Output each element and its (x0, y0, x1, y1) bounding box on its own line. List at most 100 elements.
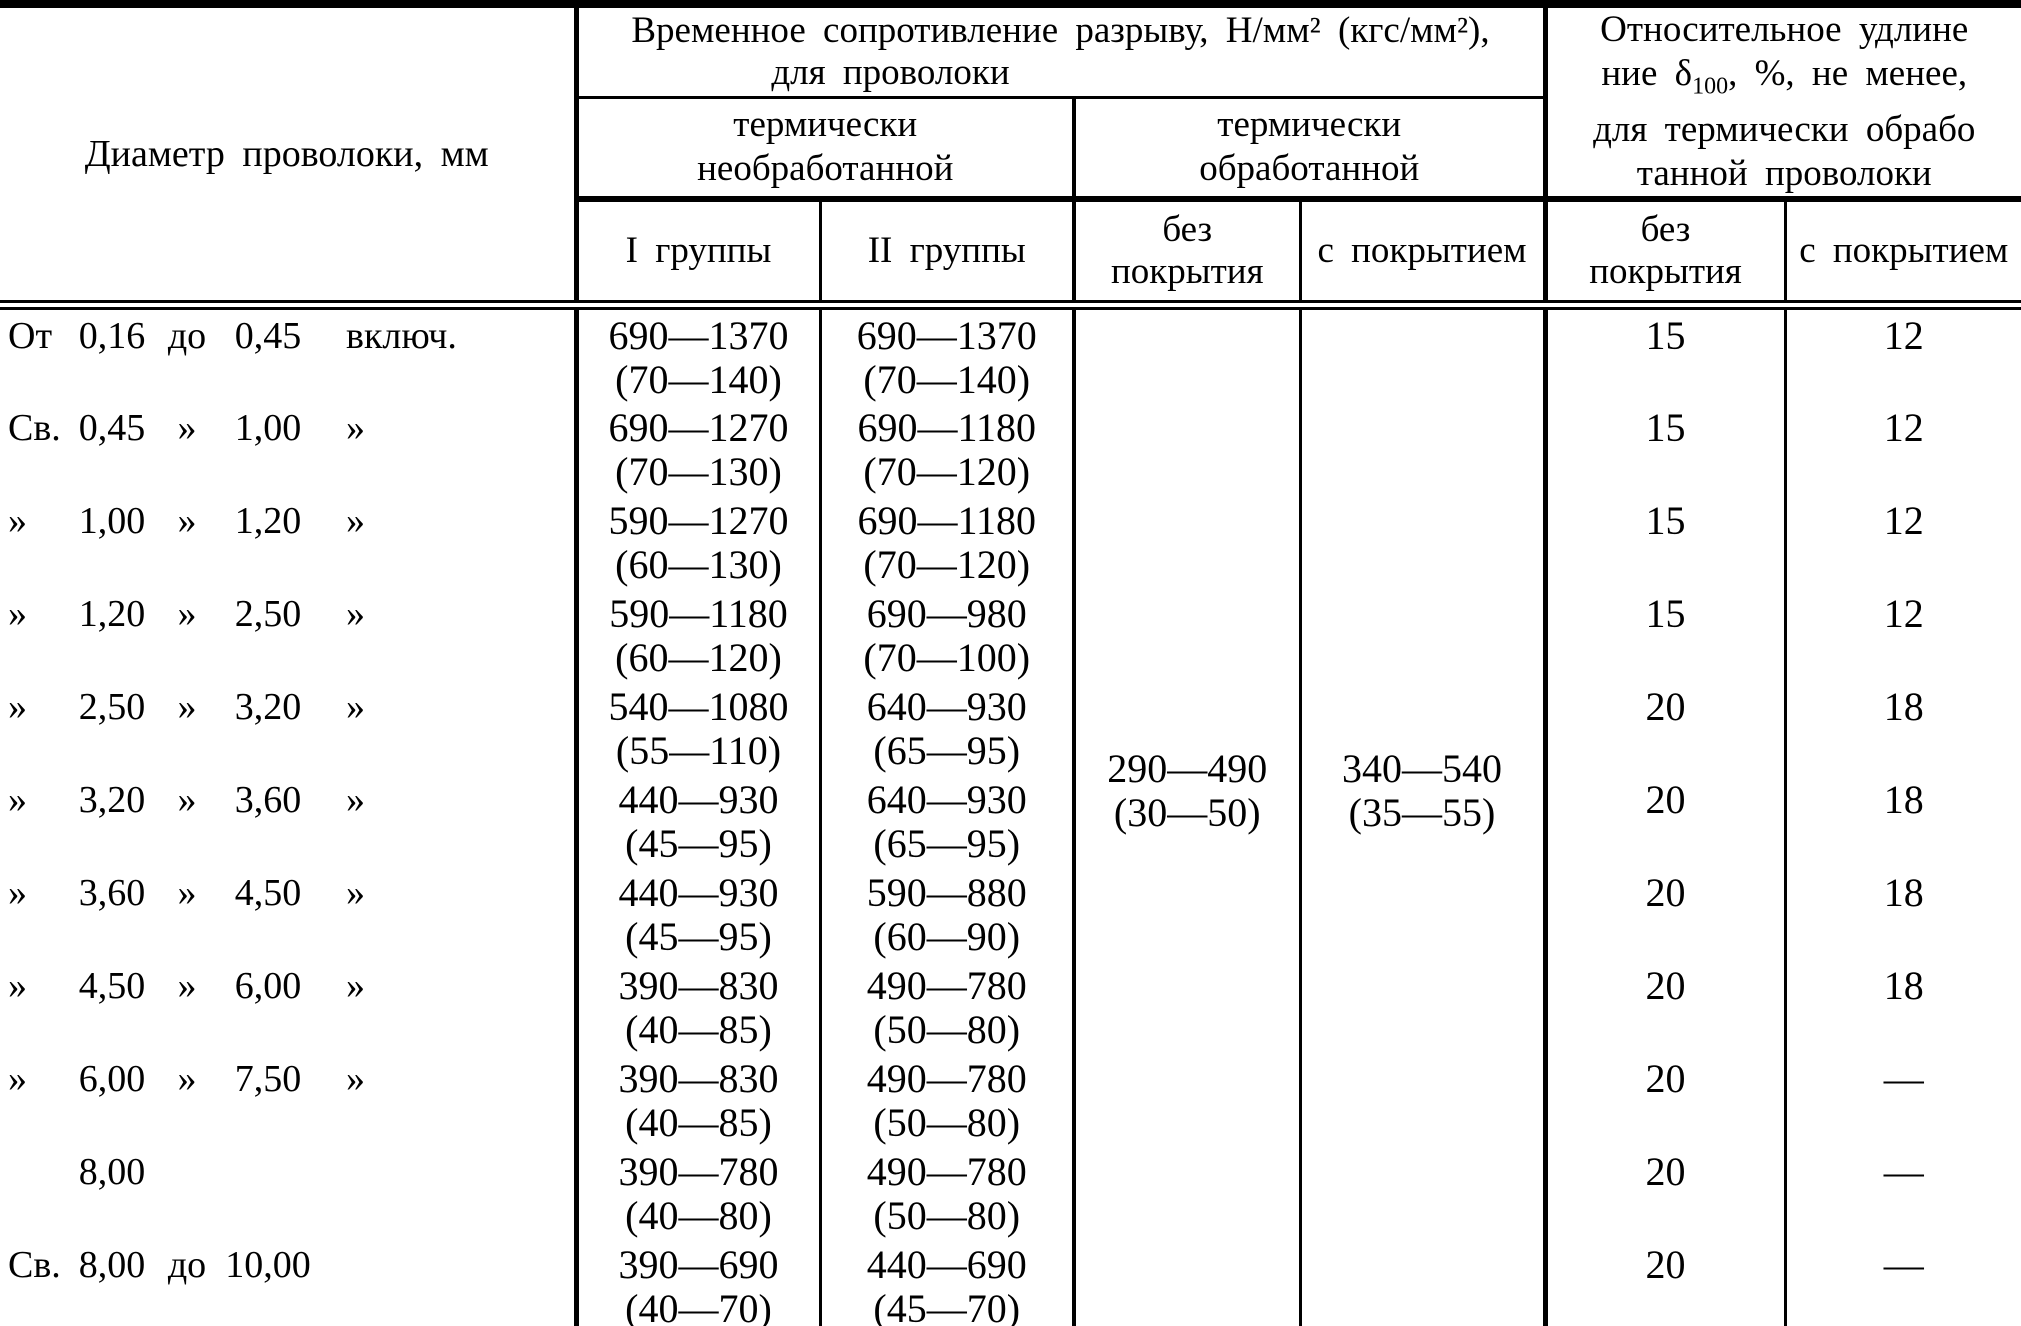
elongation-no-coating-cell: 20 (1542, 960, 1785, 1054)
diameter-label-part: Св. (8, 1244, 61, 1287)
untreated-group-ii-cell: 490—780 (50—80) (818, 1146, 1074, 1240)
diameter-label-part: 10,00 (225, 1244, 311, 1287)
table-row: » 2,50» 3,20» 540—1080 (55—110) 640—930 (65—95… (0, 681, 2021, 775)
table-row: » 3,20» 3,60» 440—930 (45—95) 640—930 (65—95) 2… (0, 774, 2021, 868)
untreated-group-i-cell: 390—780 (40—80) (573, 1146, 820, 1240)
treated-no-coating-cell: 290—490 (30—50) (1072, 305, 1300, 1326)
diameter-cell: » 4,50 » 6,00 » (0, 960, 576, 1053)
diameter-label-part: » (346, 1058, 365, 1101)
table-row: 8,00 390—780 (40—80) 490—780 (50—80) 20— (0, 1146, 2021, 1240)
elongation-no-coating-cell: 15 (1542, 402, 1785, 496)
diameter-label-part: » (346, 686, 365, 729)
subheader-group-i: I группы (573, 199, 820, 311)
untreated-group-i-cell: 590—1180 (60—120) (573, 588, 820, 682)
untreated-group-i-cell: 390—690 (40—70) (573, 1239, 820, 1326)
untreated-group-ii-cell: 490—780 (50—80) (818, 1053, 1074, 1147)
untreated-group-i-cell: 690—1370 (70—140) (573, 305, 820, 403)
range-value: 290—490 (1107, 746, 1268, 792)
diameter-label-part: 1,20 (78, 593, 146, 636)
diameter-label-part: 1,00 (234, 407, 302, 450)
diameter-label-part: 4,50 (234, 872, 302, 915)
untreated-group-i-cell: 440—930 (45—95) (573, 867, 820, 961)
diameter-label-part: 3,20 (78, 779, 146, 822)
diameter-cell: » 3,60 » 4,50 » (0, 867, 576, 960)
diameter-label-part: 3,60 (234, 779, 302, 822)
diameter-cell: » 6,00 » 7,50 » (0, 1053, 576, 1146)
range-value: 490—780 (866, 1056, 1027, 1102)
range-value: 390—830 (618, 1056, 779, 1102)
no-coating-line1: без (1162, 209, 1213, 251)
diameter-cell: 8,00 (0, 1146, 576, 1239)
untreated-group-i-cell: 390—830 (40—85) (573, 1053, 820, 1147)
tensile-header-line1: Временное сопротивление разрыву, Н/мм² (… (631, 9, 1490, 51)
treated-line2: обработанной (1199, 148, 1420, 190)
elongation-with-coating-cell: — (1783, 1239, 2021, 1326)
elongation-header-line1: Относительное удлине (1600, 9, 1969, 50)
elongation-with-coating-cell: 12 (1783, 588, 2021, 682)
range-value: 690—1270 (608, 405, 789, 451)
elongation-with-coating-cell: 18 (1783, 960, 2021, 1054)
untreated-group-ii-cell: 640—930 (65—95) (818, 681, 1074, 775)
diameter-label-part: » (177, 593, 197, 636)
range-value: 640—930 (866, 684, 1027, 730)
treated-line1: термически (1217, 104, 1402, 146)
header-row-2: термически необработанной термически обр… (0, 97, 2021, 203)
range-value-kgs: (30—50) (1113, 790, 1261, 836)
range-value: 690—1180 (857, 405, 1036, 451)
range-value: 590—880 (866, 870, 1027, 916)
subheader-elong-no-coating: без покрытия (1542, 199, 1785, 311)
untreated-group-i-cell: 390—830 (40—85) (573, 960, 820, 1054)
untreated-line2: необработанной (697, 148, 954, 190)
diameter-cell: » 3,20 » 3,60 » (0, 774, 576, 867)
range-value-kgs: (55—110) (615, 728, 782, 774)
elongation-with-coating-cell: 12 (1783, 402, 2021, 496)
diameter-label-part: до (167, 1244, 207, 1287)
diameter-label-part: » (8, 686, 27, 729)
diameter-label: 8,00 (0, 1150, 574, 1194)
range-value: 690—1180 (857, 498, 1036, 544)
elongation-no-coating-cell: 20 (1542, 1053, 1785, 1147)
range-value-kgs: (35—55) (1348, 790, 1496, 836)
range-value-kgs: (50—80) (873, 1100, 1021, 1146)
treated-with-coating-cell: 340—540 (35—55) (1298, 305, 1545, 1326)
untreated-group-i-cell: 590—1270 (60—130) (573, 495, 820, 589)
range-value-kgs: (40—70) (625, 1286, 772, 1326)
diameter-label: » 4,50 » 6,00 » (0, 964, 574, 1008)
diameter-label-part: Св. (8, 407, 61, 450)
subheader-group-ii: II группы (818, 199, 1074, 311)
diameter-label-part: 3,20 (234, 686, 302, 729)
diameter-label: » 6,00 » 7,50 » (0, 1057, 574, 1101)
no-coating-line2: покрытия (1110, 251, 1264, 293)
elongation-header-line3: для термически обрабо (1593, 109, 1976, 151)
range-value-kgs: (70—130) (615, 449, 782, 495)
subheader-treated-with-coating: с покрытием (1298, 199, 1545, 311)
diameter-label: » 1,20 » 2,50 » (0, 592, 574, 636)
range-value-kgs: (40—80) (625, 1193, 772, 1239)
diameter-label-part: 6,00 (234, 965, 302, 1008)
range-value: 390—780 (618, 1149, 779, 1195)
diameter-label-part: » (8, 779, 27, 822)
untreated-group-i-cell: 540—1080 (55—110) (573, 681, 820, 775)
range-value: 590—1270 (608, 498, 789, 544)
diameter-cell: » 2,50 » 3,20 » (0, 681, 576, 774)
diameter-label-part: 1,20 (234, 500, 302, 543)
range-value-kgs: (70—140) (615, 357, 782, 403)
untreated-group-ii-cell: 490—780 (50—80) (818, 960, 1074, 1054)
diameter-label-part: » (177, 1058, 197, 1101)
diameter-label-part: » (177, 686, 197, 729)
range-value-kgs: (40—85) (625, 1100, 772, 1146)
range-value-kgs: (50—80) (873, 1193, 1021, 1239)
range-value: 690—1370 (608, 313, 789, 359)
range-value: 390—690 (618, 1242, 779, 1288)
diameter-label-part: 8,00 (78, 1151, 146, 1194)
diameter-label-part: » (8, 965, 27, 1008)
table-row: » 3,60» 4,50» 440—930 (45—95) 590—880 (60—90) 2… (0, 867, 2021, 961)
elongation-with-coating-cell: — (1783, 1053, 2021, 1147)
diameter-cell: От 0,16 до 0,45 включ. (0, 305, 576, 402)
range-value-kgs: (60—90) (873, 914, 1021, 960)
diameter-label-part: » (177, 779, 197, 822)
diameter-label: » 3,60 » 4,50 » (0, 871, 574, 915)
diameter-cell: » 1,20 » 2,50 » (0, 588, 576, 681)
